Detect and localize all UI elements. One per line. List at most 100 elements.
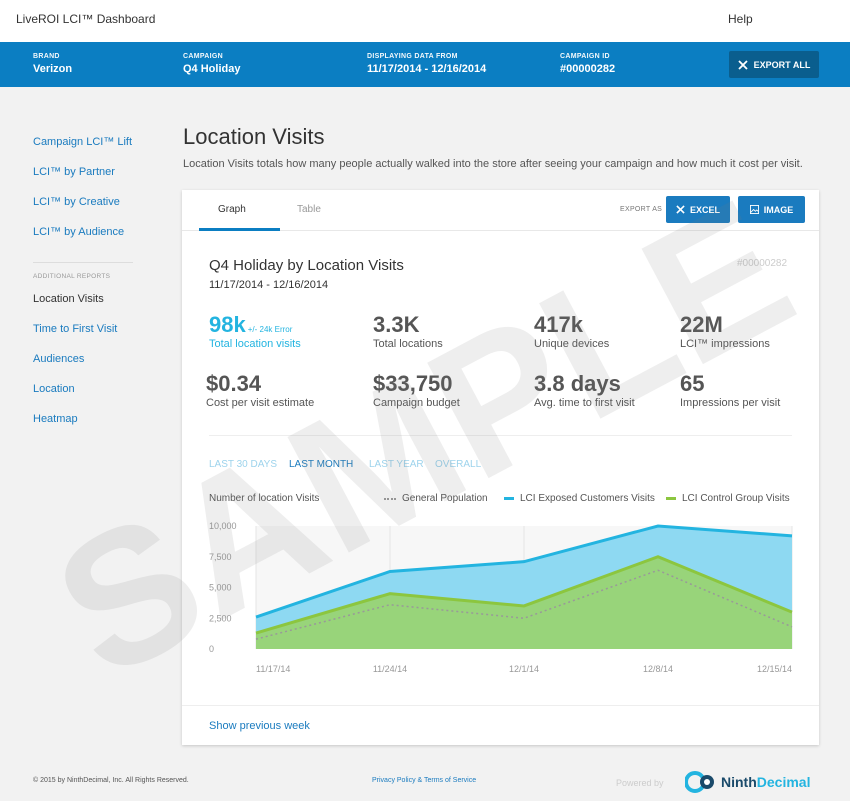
- stat-label: Campaign budget: [373, 397, 460, 409]
- stat-label: Cost per visit estimate: [206, 397, 315, 409]
- tab-table[interactable]: Table: [297, 204, 321, 215]
- campaign-id-field: CAMPAIGN ID #00000282: [560, 53, 615, 75]
- chart-x-tick: 11/17/14: [256, 664, 290, 674]
- export-excel-button[interactable]: EXCEL: [666, 196, 730, 223]
- copyright: © 2015 by NinthDecimal, Inc. All Rights …: [33, 777, 189, 784]
- sidebar-item-campaign-lift[interactable]: Campaign LCI™ Lift: [33, 136, 133, 148]
- brand-label: BRAND: [33, 53, 60, 60]
- campaign-value: Q4 Holiday: [183, 63, 241, 75]
- range-label: DISPLAYING DATA FROM: [367, 53, 458, 60]
- chart-y-tick: 5,000: [209, 583, 232, 593]
- report-dates: 11/17/2014 - 12/16/2014: [209, 279, 329, 291]
- stat-error: +/- 24k Error: [247, 325, 293, 334]
- stat-value: $0.34: [206, 371, 262, 396]
- stat-value: $33,750: [373, 371, 453, 396]
- export-image-button[interactable]: IMAGE: [738, 196, 805, 223]
- stat-label: Total locations: [373, 338, 443, 350]
- help-link[interactable]: Help: [728, 12, 753, 26]
- stat-value: 98k: [209, 312, 246, 337]
- app-title: LiveROI LCI™ Dashboard: [16, 12, 156, 26]
- report-card: Graph Table EXPORT AS EXCEL IMAGE Q4 Hol…: [182, 190, 819, 745]
- chart-x-tick: 12/8/14: [643, 664, 673, 674]
- sidebar-item-audiences[interactable]: Audiences: [33, 353, 85, 365]
- range-value: 11/17/2014 - 12/16/2014: [367, 63, 487, 75]
- series-control-line: [255, 555, 793, 635]
- sidebar: Campaign LCI™ Lift LCI™ by Partner LCI™ …: [33, 130, 133, 437]
- tab-graph[interactable]: Graph: [218, 204, 246, 215]
- export-all-button[interactable]: EXPORT ALL: [729, 51, 819, 78]
- legend-label: LCI Control Group Visits: [682, 493, 790, 504]
- ninthdecimal-logo-icon: [685, 771, 714, 793]
- brand-wordmark: NinthDecimal: [721, 774, 810, 790]
- report-title: Q4 Holiday by Location Visits: [209, 257, 404, 274]
- campaign-label: CAMPAIGN: [183, 53, 223, 60]
- show-previous-week-link[interactable]: Show previous week: [209, 720, 310, 732]
- range-last-month[interactable]: LAST MONTH: [289, 459, 354, 470]
- stat-label: Impressions per visit: [680, 397, 781, 409]
- brand-field: BRAND Verizon: [33, 53, 72, 75]
- stat-impressions-per-visit: 65 Impressions per visit: [680, 371, 780, 409]
- chart-y-label: Number of location Visits: [209, 493, 320, 504]
- range-last-30-days[interactable]: LAST 30 DAYS: [209, 459, 277, 470]
- stat-value: 417k: [534, 312, 583, 337]
- sidebar-section-title: ADDITIONAL REPORTS: [33, 273, 111, 280]
- stat-value: 22M: [680, 312, 723, 337]
- stat-avg-time-to-first-visit: 3.8 days Avg. time to first visit: [534, 371, 635, 409]
- stats-divider: [209, 435, 792, 436]
- sidebar-item-location-visits[interactable]: Location Visits: [33, 293, 104, 305]
- export-all-label: EXPORT ALL: [753, 59, 811, 70]
- active-tab-indicator: [199, 228, 280, 231]
- range-overall[interactable]: OVERALL: [435, 459, 482, 470]
- excel-icon: [738, 59, 748, 70]
- report-campaign-id: #00000282: [737, 258, 788, 269]
- stat-label: Unique devices: [534, 338, 610, 350]
- chart-x-tick: 11/24/14: [373, 664, 407, 674]
- stat-cost-per-visit: $0.34 Cost per visit estimate: [206, 371, 314, 409]
- campaign-field: CAMPAIGN Q4 Holiday: [183, 53, 240, 75]
- export-as-label: EXPORT AS: [620, 206, 663, 213]
- sidebar-divider: [33, 262, 133, 263]
- privacy-terms-link[interactable]: Privacy Policy & Terms of Service: [372, 777, 477, 784]
- ninthdecimal-logo: NinthDecimal: [685, 768, 810, 796]
- campaign-id-label: CAMPAIGN ID: [560, 53, 610, 60]
- range-field: DISPLAYING DATA FROM 11/17/2014 - 12/16/…: [367, 53, 486, 75]
- stat-total-locations: 3.3K Total locations: [373, 312, 443, 350]
- stat-unique-devices: 417k Unique devices: [534, 312, 609, 350]
- stat-label: Total location visits: [209, 338, 301, 350]
- range-last-year[interactable]: LAST YEAR: [369, 459, 424, 470]
- sidebar-item-by-creative[interactable]: LCI™ by Creative: [33, 196, 120, 208]
- sidebar-item-location[interactable]: Location: [33, 383, 75, 395]
- excel-icon: [676, 205, 685, 214]
- chart-y-tick: 2,500: [209, 613, 232, 623]
- legend-exposed-visits: LCI Exposed Customers Visits: [504, 493, 655, 504]
- page-description: Location Visits totals how many people a…: [183, 158, 803, 170]
- chart-x-tick: 12/15/14: [757, 664, 792, 674]
- brand-part-b: Decimal: [756, 774, 811, 790]
- image-label: IMAGE: [763, 204, 794, 215]
- stat-value: 3.8 days: [534, 371, 621, 396]
- stat-label: Avg. time to first visit: [534, 397, 635, 409]
- chart-y-tick: 10,000: [209, 521, 237, 531]
- card-footer-divider: [182, 705, 819, 706]
- sidebar-item-heatmap[interactable]: Heatmap: [33, 413, 78, 425]
- chart-x-tick: 12/1/14: [509, 664, 539, 674]
- campaign-bar: BRAND Verizon CAMPAIGN Q4 Holiday DISPLA…: [0, 42, 850, 87]
- series-control-area: [256, 556, 792, 649]
- series-exposed-line: [255, 524, 793, 619]
- powered-by: Powered by: [616, 778, 664, 788]
- legend-label: LCI Exposed Customers Visits: [520, 493, 655, 504]
- legend-swatch: [666, 497, 676, 500]
- stat-lci-impressions: 22M LCI™ impressions: [680, 312, 770, 350]
- view-tabs: Graph Table EXPORT AS EXCEL IMAGE: [182, 190, 819, 231]
- legend-swatch: [504, 497, 514, 500]
- stat-total-location-visits: 98k +/- 24k Error Total location visits: [209, 312, 301, 350]
- sidebar-item-by-audience[interactable]: LCI™ by Audience: [33, 226, 125, 238]
- campaign-id-value: #00000282: [560, 63, 616, 75]
- excel-label: EXCEL: [689, 204, 720, 215]
- location-visits-chart: 10,000 7,500 5,000 2,500 0 11/17/14 11/24/14 12…: [209, 521, 793, 674]
- stat-campaign-budget: $33,750 Campaign budget: [373, 371, 460, 409]
- sidebar-item-time-to-first-visit[interactable]: Time to First Visit: [33, 323, 118, 335]
- sidebar-item-by-partner[interactable]: LCI™ by Partner: [33, 166, 115, 178]
- legend-control-visits: LCI Control Group Visits: [666, 493, 790, 504]
- image-icon: [749, 205, 759, 214]
